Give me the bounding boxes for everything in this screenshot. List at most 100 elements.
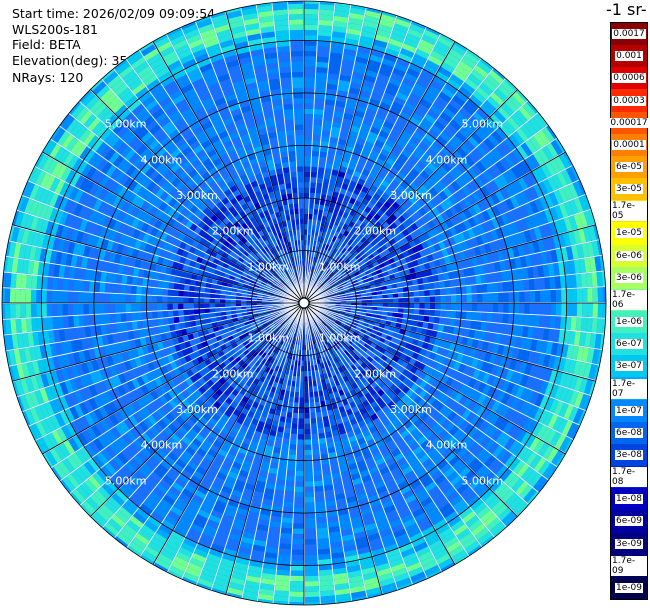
range-gate bbox=[423, 29, 439, 41]
range-gate bbox=[309, 402, 315, 408]
range-gate bbox=[414, 297, 420, 303]
range-gate bbox=[399, 111, 411, 121]
range-gate bbox=[327, 78, 339, 85]
range-gate bbox=[351, 77, 363, 85]
range-gate bbox=[363, 74, 377, 83]
range-gate bbox=[350, 235, 357, 242]
range-gate bbox=[439, 111, 453, 123]
range-gate bbox=[372, 88, 385, 97]
range-gate bbox=[294, 502, 304, 508]
range-gate bbox=[322, 273, 327, 279]
range-gate bbox=[453, 41, 468, 52]
range-gate bbox=[405, 33, 421, 44]
range-gate bbox=[330, 47, 344, 54]
range-gate bbox=[296, 455, 304, 461]
range-gate bbox=[314, 496, 325, 503]
range-gate bbox=[314, 485, 324, 492]
range-gate bbox=[519, 303, 525, 314]
range-gate bbox=[528, 314, 535, 327]
range-gate bbox=[362, 79, 375, 88]
range-gate bbox=[308, 266, 312, 273]
range-gate bbox=[408, 303, 415, 309]
range-gate bbox=[421, 137, 433, 148]
range-gate bbox=[304, 413, 310, 419]
range-gate bbox=[435, 71, 450, 83]
range-gate bbox=[368, 131, 379, 140]
range-gate bbox=[319, 585, 335, 592]
range-gate bbox=[503, 292, 509, 303]
range-gate bbox=[304, 497, 315, 503]
range-gate bbox=[403, 308, 409, 314]
range-gate bbox=[378, 184, 387, 193]
range-gate bbox=[403, 176, 413, 186]
range-gate bbox=[428, 55, 443, 66]
range-gate bbox=[480, 58, 494, 70]
range-gate bbox=[326, 157, 334, 165]
range-gate bbox=[362, 118, 373, 127]
range-gate bbox=[289, 596, 304, 603]
range-gate bbox=[299, 397, 304, 403]
range-gate bbox=[406, 97, 419, 107]
range-gate bbox=[415, 48, 430, 60]
range-gate bbox=[304, 402, 310, 408]
range-gate bbox=[337, 85, 350, 93]
range-gate bbox=[461, 303, 467, 311]
range-gate bbox=[275, 574, 290, 581]
range-gate bbox=[298, 402, 304, 408]
range-gate bbox=[385, 48, 400, 58]
range-gate bbox=[550, 303, 557, 316]
range-gate bbox=[346, 168, 355, 176]
range-gate bbox=[485, 322, 492, 332]
range-gate bbox=[401, 43, 417, 54]
range-gate bbox=[332, 116, 343, 124]
range-gate bbox=[349, 12, 365, 21]
range-gate bbox=[416, 78, 430, 89]
range-gate bbox=[349, 82, 362, 90]
range-gate bbox=[319, 4, 335, 11]
range-gate bbox=[330, 131, 340, 139]
range-gate bbox=[394, 18, 411, 28]
range-gate bbox=[363, 181, 372, 189]
range-gate bbox=[310, 182, 317, 188]
range-gate bbox=[566, 289, 572, 302]
range-gate bbox=[341, 241, 347, 248]
range-gate bbox=[587, 287, 593, 302]
range-gate bbox=[332, 191, 340, 198]
range-gate bbox=[340, 234, 347, 242]
range-gate bbox=[305, 591, 320, 598]
range-gate bbox=[317, 548, 331, 555]
range-gate bbox=[326, 239, 332, 246]
range-gate bbox=[359, 128, 370, 137]
range-gate bbox=[350, 125, 361, 133]
range-gate bbox=[315, 193, 321, 200]
range-gate bbox=[391, 28, 407, 38]
range-gate bbox=[529, 303, 536, 315]
range-gate bbox=[539, 315, 546, 328]
range-gate bbox=[316, 56, 329, 63]
range-gate bbox=[419, 39, 435, 50]
range-gate bbox=[413, 164, 423, 174]
range-gate bbox=[344, 107, 355, 116]
range-gate bbox=[323, 479, 333, 486]
range-gate bbox=[282, 438, 290, 444]
range-gate bbox=[381, 11, 397, 18]
range-gate bbox=[377, 153, 388, 162]
range-gate bbox=[325, 94, 337, 101]
range-gate bbox=[353, 230, 360, 238]
range-gate bbox=[576, 288, 583, 302]
range-gate bbox=[309, 192, 316, 199]
range-gate bbox=[403, 292, 409, 298]
range-gate bbox=[347, 239, 354, 246]
range-gate bbox=[312, 454, 321, 461]
range-gate bbox=[275, 479, 286, 486]
range-gate bbox=[360, 229, 367, 237]
range-gate bbox=[396, 171, 406, 181]
range-gate bbox=[425, 27, 441, 36]
range-gate bbox=[403, 297, 409, 303]
range-gate bbox=[295, 476, 304, 482]
range-gate bbox=[380, 63, 394, 73]
range-gate bbox=[340, 254, 346, 260]
range-gate bbox=[392, 162, 403, 171]
range-gate bbox=[335, 2, 351, 8]
range-gate bbox=[390, 179, 400, 189]
